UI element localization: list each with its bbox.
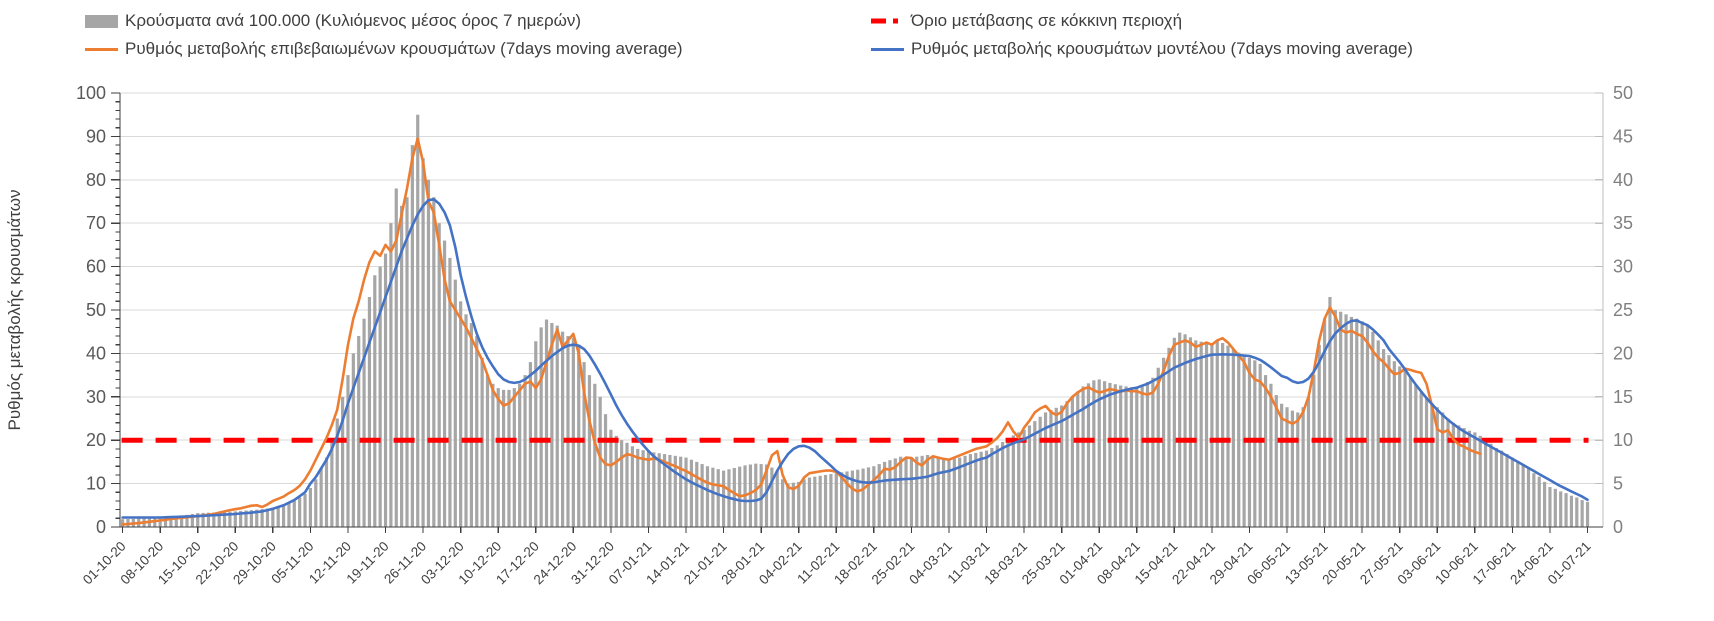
left-axis-tick-label: 80	[86, 170, 106, 190]
blue-line-swatch-icon	[871, 47, 904, 51]
right-axis-tick-label: 20	[1613, 343, 1633, 363]
legend-label: Ρυθμός μεταβολής κρουσμάτων μοντέλου (7d…	[911, 39, 1413, 58]
right-axis-tick-label: 25	[1613, 300, 1633, 320]
left-axis-tick-label: 70	[86, 213, 106, 233]
legend-label: Κρούσματα ανά 100.000 (Κυλιόμενος μέσος …	[125, 11, 582, 30]
legend-item-red-threshold: Όριο μετάβασης σε κόκκινη περιοχή	[871, 11, 1182, 31]
right-axis-tick-label: 10	[1613, 430, 1633, 450]
legend-label: Ρυθμός μεταβολής επιβεβαιωμένων κρουσμάτ…	[125, 39, 683, 58]
orange-line-swatch-icon	[85, 47, 118, 51]
legend-item-model-rate: Ρυθμός μεταβολής κρουσμάτων μοντέλου (7d…	[871, 39, 1413, 59]
left-axis-tick-label: 10	[86, 474, 106, 494]
legend-item-confirmed-rate: Ρυθμός μεταβολής επιβεβαιωμένων κρουσμάτ…	[85, 39, 683, 59]
right-axis-tick-label: 40	[1613, 170, 1633, 190]
right-axis-tick-label: 45	[1613, 126, 1633, 146]
legend-item-cases-per-100k: Κρούσματα ανά 100.000 (Κυλιόμενος μέσος …	[85, 11, 581, 31]
left-axis-tick-label: 30	[86, 387, 106, 407]
left-axis-tick-label: 90	[86, 126, 106, 146]
right-axis-tick-label: 5	[1613, 474, 1623, 494]
left-axis-tick-label: 40	[86, 343, 106, 363]
right-axis-tick-label: 50	[1613, 83, 1633, 103]
right-axis-tick-label: 30	[1613, 257, 1633, 277]
bar-swatch-icon	[85, 14, 118, 28]
right-axis-tick-label: 0	[1613, 517, 1623, 537]
right-axis-tick-label: 35	[1613, 213, 1633, 233]
left-axis-tick-label: 0	[96, 517, 106, 537]
left-axis-title: Ρυθμός μεταβολής κρουσμάτων	[5, 190, 24, 431]
legend-label: Όριο μετάβασης σε κόκκινη περιοχή	[911, 11, 1183, 30]
left-axis-tick-label: 20	[86, 430, 106, 450]
right-axis-tick-label: 15	[1613, 387, 1633, 407]
dashed-line-swatch-icon	[871, 18, 904, 24]
left-axis-tick-label: 50	[86, 300, 106, 320]
left-axis-tick-label: 60	[86, 257, 106, 277]
left-axis-tick-label: 100	[76, 83, 106, 103]
